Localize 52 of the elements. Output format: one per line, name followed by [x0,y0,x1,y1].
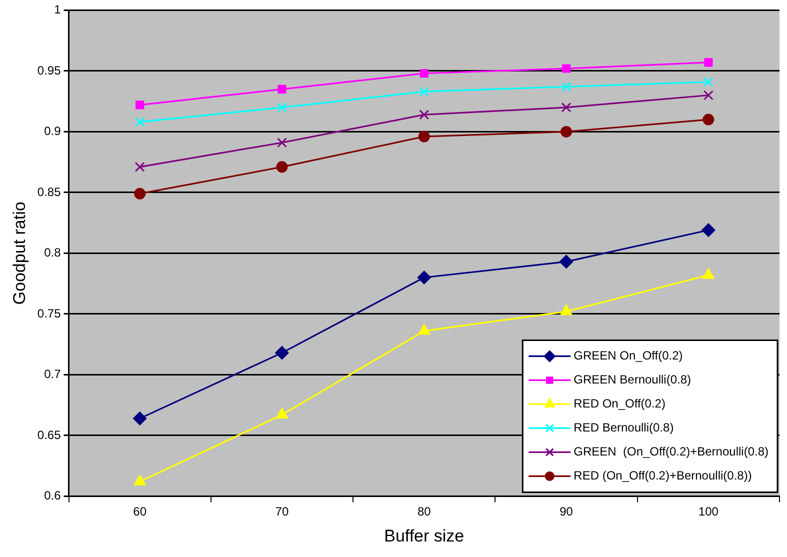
x-tick-label: 80 [417,504,432,519]
point [561,82,572,92]
point [134,116,145,127]
point [133,412,147,426]
point [419,110,430,120]
point [276,161,288,173]
y-tick-label: 0.75 [37,306,62,320]
legend-label: GREEN (On_Off(0.2)+Bernoulli(0.8) [574,444,769,459]
point [420,69,428,78]
point [562,64,571,73]
point [702,223,716,237]
y-tick-label: 0.65 [37,428,62,442]
x-tick-label: 60 [133,504,147,519]
y-tick-label: 0.6 [44,488,62,503]
legend-label: GREEN Bernoulli(0.8) [574,372,692,387]
point [134,474,146,486]
y-tick-label: 0.9 [44,124,62,138]
point [276,138,287,148]
point [418,324,430,335]
point [276,408,288,419]
point [702,268,714,279]
legend-label: GREEN On_Off(0.2) [574,348,683,363]
point [703,76,714,87]
legend-label: RED (On_Off(0.2)+Bernoulli(0.8)) [574,468,752,483]
x-tick-label: 90 [560,504,574,519]
x-tick-label: 100 [698,504,719,519]
point [703,90,714,100]
point [560,126,572,138]
point [419,86,430,97]
x-axis-title: Buffer size [384,526,464,546]
y-tick-label: 0.7 [44,367,62,382]
legend-label: RED On_Off(0.2) [574,396,666,411]
y-tick-label: 1 [54,2,62,17]
point [276,102,287,112]
y-tick-label: 0.95 [37,63,62,78]
point [417,270,431,284]
y-tick-label: 0.85 [37,184,62,199]
y-axis-title: Goodput ratio [10,202,29,305]
point [278,84,286,94]
point [136,100,144,110]
legend-label: RED Bernoulli(0.8) [574,420,674,435]
point [134,162,145,172]
x-tick-label: 70 [275,504,289,519]
point [704,58,713,67]
point [275,346,289,360]
point [560,254,574,268]
point [702,114,714,126]
point [418,130,430,142]
point [134,188,146,200]
y-tick-label: 0.8 [44,246,62,260]
point [561,102,572,112]
point [560,304,572,316]
